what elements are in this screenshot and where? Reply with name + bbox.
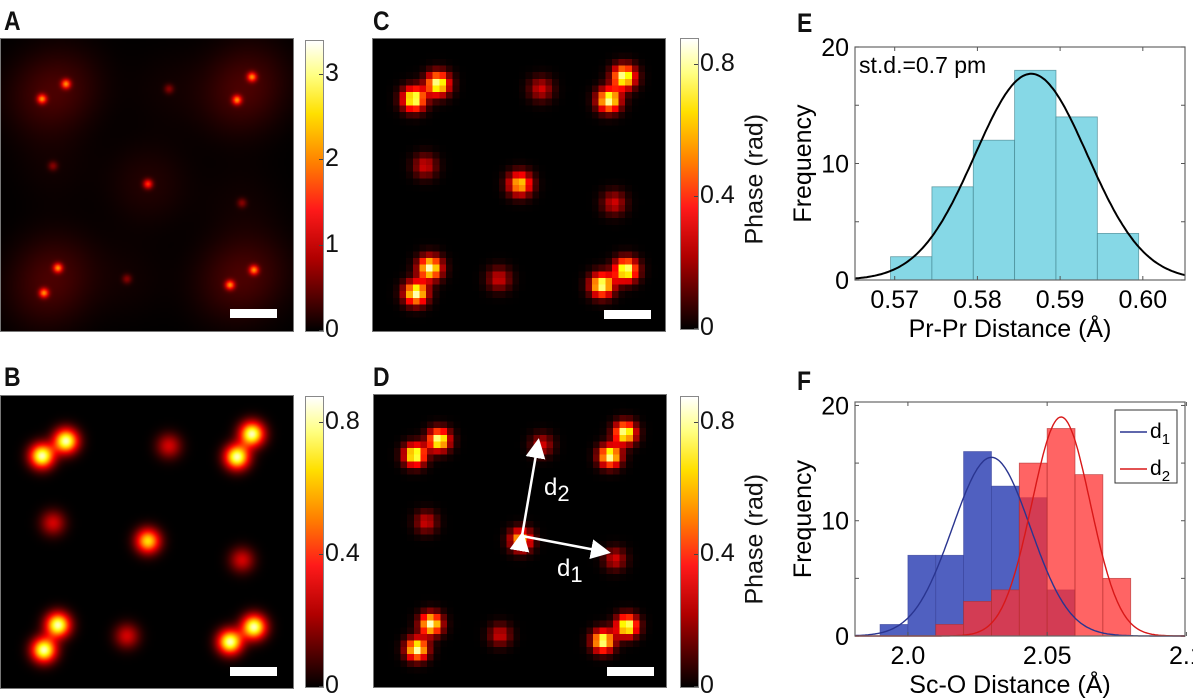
- legend-entry-d2: d2: [1150, 457, 1170, 485]
- scale-bar: [230, 667, 277, 676]
- colorbar-tick-label: 0.4: [700, 539, 735, 568]
- d1-arrow: [521, 534, 611, 560]
- y-tick-label: 10: [821, 508, 849, 536]
- colorbar-tick: [694, 554, 698, 556]
- colorbar-tick-label: 0: [700, 671, 714, 699]
- y-tick-label: 0: [835, 267, 849, 295]
- x-axis-label: Sc-O Distance (Å): [909, 669, 1110, 699]
- legend-entry-d1: d1: [1150, 420, 1170, 448]
- colorbar-tick-label: 0: [325, 315, 339, 343]
- histogram-e: 0.57 0.58 0.59 0.60 0 10 20 Pr-Pr Distance (Å) F…: [790, 34, 1186, 343]
- x-tick-label: 2.0: [891, 642, 926, 670]
- x-tick-label: 0.59: [1036, 286, 1085, 314]
- colorbar-tick-label: 0: [700, 313, 714, 341]
- colorbar-tick: [694, 686, 698, 687]
- y-tick-label: 0: [835, 623, 849, 651]
- panel-label-c: C: [373, 6, 390, 36]
- histogram-bar-d2: [963, 601, 992, 637]
- d2-label: d2: [544, 474, 570, 506]
- x-tick-label: 2.05: [1023, 642, 1072, 670]
- y-axis-label: Frequency: [790, 104, 817, 223]
- histogram-bar-main: [1014, 69, 1057, 281]
- colorbar-tick-label: 0: [325, 671, 339, 699]
- panel-label-e: E: [797, 8, 813, 38]
- phase-map-d: d2 d1: [373, 394, 667, 688]
- colorbar-label-d: Phase (rad): [740, 473, 769, 605]
- colorbar-tick-label: 2: [325, 144, 339, 173]
- panel-label-d: D: [373, 362, 390, 392]
- colorbar-tick: [319, 422, 323, 424]
- colorbar-tick: [319, 554, 323, 556]
- histogram-bar-main: [931, 186, 974, 281]
- x-tick-label: 2.1: [1169, 642, 1193, 670]
- d1-label: d1: [557, 555, 583, 587]
- histogram-bar-d1: [935, 554, 965, 637]
- x-tick-label: 0.60: [1118, 286, 1167, 314]
- std-annotation: st.d.=0.7 pm: [859, 52, 986, 78]
- colorbar-tick: [319, 244, 323, 246]
- colorbar-tick-label: 0.8: [325, 407, 360, 436]
- histogram-f: 2.0 2.05 2.1 0 10 20 Sc-O Distance (Å) Frequenc…: [790, 392, 1193, 699]
- gaussian-fit-main: [854, 72, 1186, 280]
- histogram-bar-d1: [879, 624, 909, 637]
- colorbar-tick-label: 0.4: [700, 181, 735, 210]
- colorbar-tick: [694, 196, 698, 198]
- colorbar-tick-label: 1: [325, 229, 339, 258]
- y-axis-label: Frequency: [790, 459, 817, 578]
- panel-label-f: F: [797, 366, 812, 396]
- panel-label-b: B: [4, 362, 21, 392]
- colorbar-a: [305, 40, 324, 332]
- x-tick-label: 0.57: [870, 286, 919, 314]
- amplitude-map-a: [0, 38, 294, 332]
- y-tick-label: 10: [821, 151, 849, 179]
- x-axis-label: Pr-Pr Distance (Å): [909, 313, 1112, 343]
- x-tick-label: 0.58: [953, 286, 1002, 314]
- histogram-bar-d2: [935, 624, 965, 637]
- scale-bar: [230, 309, 277, 318]
- plot-frame: [854, 401, 1186, 637]
- phase-map-b: [0, 395, 294, 689]
- histogram-bar-d2: [1046, 428, 1076, 637]
- colorbar-tick: [319, 686, 323, 687]
- d2-arrow: [509, 438, 546, 553]
- phase-map-c: [372, 38, 666, 332]
- y-tick-label: 20: [821, 392, 849, 420]
- colorbar-d: [680, 396, 699, 688]
- colorbar-tick: [694, 422, 698, 424]
- colorbar-tick: [694, 64, 698, 66]
- histogram-bar-d1: [907, 554, 937, 637]
- colorbar-c: [680, 38, 699, 330]
- distance-arrows: d2 d1: [509, 438, 611, 587]
- histogram-bar-d2: [991, 589, 1020, 637]
- colorbar-tick: [319, 74, 323, 76]
- colorbar-b: [305, 396, 324, 688]
- colorbar-tick: [694, 328, 698, 329]
- colorbar-tick: [319, 159, 323, 161]
- colorbar-tick-label: 0.8: [700, 49, 735, 78]
- scale-bar: [607, 667, 654, 676]
- colorbar-tick-label: 0.8: [700, 407, 735, 436]
- y-tick-label: 20: [821, 34, 849, 62]
- scale-bar: [604, 310, 651, 319]
- histogram-bar-d2: [1018, 462, 1048, 637]
- colorbar-label-c: Phase (rad): [740, 113, 769, 245]
- histogram-bar-main: [1096, 232, 1140, 281]
- histogram-bar-main: [1055, 116, 1098, 281]
- panel-label-a: A: [4, 6, 21, 36]
- legend-box: [1114, 409, 1178, 484]
- histogram-bar-d2: [1102, 577, 1132, 637]
- histogram-bar-main: [972, 139, 1016, 281]
- colorbar-tick: [319, 330, 323, 331]
- colorbar-tick-label: 3: [325, 59, 339, 88]
- colorbar-tick-label: 0.4: [325, 539, 360, 568]
